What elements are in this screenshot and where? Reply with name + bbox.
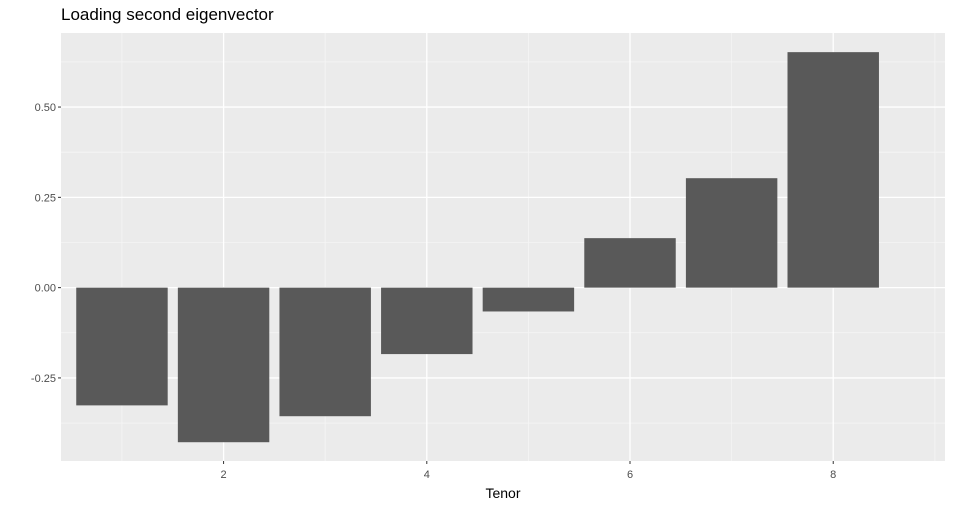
bar <box>76 287 168 406</box>
bar <box>482 287 575 312</box>
chart-title: Loading second eigenvector <box>61 5 274 24</box>
y-tick-label: 0.25 <box>35 192 56 204</box>
y-tick-label: 0.50 <box>35 102 56 114</box>
x-tick-label: 6 <box>627 469 633 481</box>
x-tick-label: 2 <box>221 469 227 481</box>
bar <box>381 287 473 355</box>
x-tick-label: 8 <box>830 469 836 481</box>
bars <box>76 52 879 443</box>
bar <box>177 287 270 443</box>
x-axis-title: Tenor <box>485 485 520 501</box>
bar <box>685 178 778 288</box>
bar <box>279 287 371 417</box>
x-tick-label: 4 <box>424 469 430 481</box>
bar <box>584 238 676 288</box>
y-tick-label: 0.00 <box>35 283 56 295</box>
x-axis: 2 4 6 8 <box>221 461 836 481</box>
bar <box>787 52 879 288</box>
y-axis: -0.25 0.00 0.25 0.50 <box>31 102 61 385</box>
y-tick-label: -0.25 <box>31 373 56 385</box>
